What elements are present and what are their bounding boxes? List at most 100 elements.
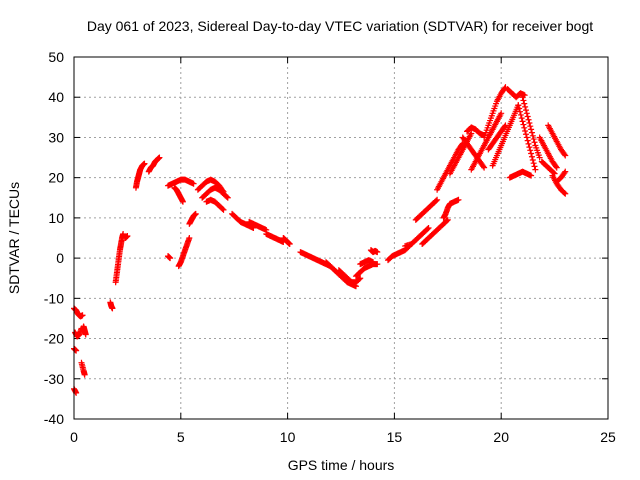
series-arc-26 xyxy=(335,267,364,286)
data-point xyxy=(530,136,537,143)
data-point xyxy=(501,85,508,92)
chart-title: Day 061 of 2023, Sidereal Day-to-day VTE… xyxy=(87,18,593,34)
series-arc-42 xyxy=(489,102,522,169)
data-point xyxy=(516,108,523,115)
data-point xyxy=(356,276,363,283)
data-point xyxy=(186,235,193,241)
data-point xyxy=(527,147,534,154)
grid-lines xyxy=(74,57,608,419)
data-point xyxy=(434,196,441,203)
series-arc-35 xyxy=(434,140,466,193)
series-arc-50 xyxy=(549,172,569,197)
series-arc-15 xyxy=(171,184,186,205)
series-arc-5 xyxy=(71,385,80,396)
data-point xyxy=(523,134,530,141)
series-arc-32 xyxy=(412,196,441,223)
data-point xyxy=(522,103,529,110)
data-point xyxy=(516,105,523,112)
data-point xyxy=(561,189,568,196)
series-arc-47 xyxy=(536,134,560,171)
data-point xyxy=(520,121,527,128)
series-arc-31 xyxy=(402,224,432,250)
series-arc-29 xyxy=(367,247,381,256)
x-tick-label: 15 xyxy=(387,429,403,445)
data-point xyxy=(481,164,488,171)
data-point xyxy=(524,137,531,144)
series-arc-12 xyxy=(164,253,174,262)
data-point xyxy=(531,139,538,146)
series-arc-21 xyxy=(246,218,270,233)
series-arc-43 xyxy=(504,86,528,101)
data-point xyxy=(524,113,531,120)
series-arc-45 xyxy=(519,94,543,161)
data-marks xyxy=(71,84,569,396)
data-point xyxy=(561,151,568,158)
data-point xyxy=(562,152,569,159)
data-point xyxy=(443,217,450,224)
data-point xyxy=(523,110,530,117)
data-point xyxy=(526,119,533,126)
y-tick-label: -10 xyxy=(44,290,64,306)
series-arc-37 xyxy=(464,124,488,139)
data-point xyxy=(527,123,534,130)
data-point xyxy=(223,193,230,200)
data-point xyxy=(81,371,88,378)
series-arc-3 xyxy=(71,345,80,354)
series-arc-49 xyxy=(545,122,569,159)
series-arc-23 xyxy=(280,235,293,248)
data-point xyxy=(156,154,163,161)
series-arc-4 xyxy=(78,359,88,378)
y-tick-label: 40 xyxy=(48,89,64,105)
data-point xyxy=(498,110,505,117)
y-tick-label: 10 xyxy=(48,210,64,226)
data-point xyxy=(220,206,227,213)
data-point xyxy=(480,163,487,170)
data-point xyxy=(468,130,475,137)
data-point xyxy=(519,94,526,101)
series-arc-24 xyxy=(297,249,334,270)
series-arc-8 xyxy=(112,230,127,286)
series-arc-9 xyxy=(122,232,131,241)
data-point xyxy=(552,163,559,170)
series-arc-1 xyxy=(71,305,86,320)
data-point xyxy=(532,166,539,173)
series-arc-38 xyxy=(459,134,488,171)
data-point xyxy=(528,126,535,133)
data-point xyxy=(190,180,197,187)
series-arc-14 xyxy=(175,235,193,270)
y-tick-label: -30 xyxy=(44,371,64,387)
axis-ticks xyxy=(73,56,609,420)
series-arc-18 xyxy=(199,184,231,201)
data-point xyxy=(522,128,529,135)
data-point xyxy=(79,312,86,319)
data-point xyxy=(82,331,89,338)
data-point xyxy=(520,97,527,104)
y-tick-labels: -40 -30 -20 -10 0 10 20 30 40 50 xyxy=(44,49,64,427)
series-arc-34 xyxy=(440,196,462,221)
data-point xyxy=(526,144,533,151)
series-arc-19 xyxy=(203,196,227,213)
data-point xyxy=(561,169,568,176)
data-point xyxy=(562,168,569,175)
data-point xyxy=(124,232,131,239)
series-arc-22 xyxy=(263,230,287,246)
series-arc-13 xyxy=(164,176,197,189)
data-point xyxy=(521,124,528,131)
series-arc-6 xyxy=(79,323,89,338)
series-arc-41 xyxy=(485,122,509,153)
data-point xyxy=(444,216,451,223)
x-tick-label: 10 xyxy=(280,429,296,445)
series-arc-17 xyxy=(194,176,227,195)
data-point xyxy=(528,153,535,160)
y-axis-label: SDTVAR / TECUs xyxy=(6,182,22,294)
data-point xyxy=(517,111,524,118)
data-point xyxy=(433,197,440,204)
y-tick-label: -40 xyxy=(44,411,64,427)
data-point xyxy=(521,100,528,107)
data-point xyxy=(525,116,532,123)
x-tick-label: 20 xyxy=(493,429,509,445)
data-point xyxy=(531,163,538,170)
x-tick-label: 25 xyxy=(600,429,616,445)
data-point xyxy=(370,259,377,266)
